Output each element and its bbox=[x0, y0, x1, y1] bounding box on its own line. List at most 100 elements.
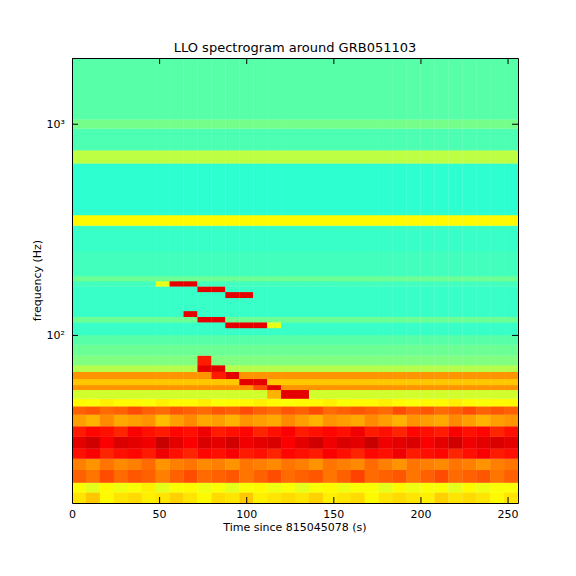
heatmap-cell bbox=[211, 128, 225, 150]
heatmap-cell bbox=[170, 470, 184, 483]
heatmap-cell bbox=[393, 281, 407, 287]
heatmap-cell bbox=[86, 492, 100, 503]
heatmap-cell bbox=[504, 292, 518, 298]
y-axis-title: frequency (Hz) bbox=[31, 240, 44, 321]
heatmap-cell bbox=[448, 458, 462, 470]
heatmap-cell bbox=[156, 150, 170, 163]
heatmap-cell bbox=[281, 470, 295, 483]
heatmap-cell bbox=[365, 225, 379, 251]
heatmap-cell bbox=[407, 119, 421, 128]
heatmap-cell bbox=[281, 345, 295, 356]
tick-mark bbox=[333, 58, 334, 64]
tick: 250 bbox=[498, 497, 519, 521]
heatmap-cell bbox=[225, 426, 239, 437]
heatmap-cell bbox=[504, 448, 518, 458]
heatmap-cell bbox=[407, 298, 421, 311]
heatmap-cell bbox=[448, 225, 462, 251]
heatmap-cell bbox=[72, 251, 86, 276]
heatmap-cell bbox=[393, 119, 407, 128]
heatmap-cell bbox=[197, 215, 211, 226]
heatmap-cell bbox=[100, 414, 114, 426]
heatmap-cell bbox=[156, 448, 170, 458]
heatmap-cell bbox=[142, 292, 156, 298]
heatmap-cell bbox=[337, 251, 351, 276]
heatmap-cell bbox=[351, 225, 365, 251]
heatmap-cell bbox=[114, 311, 128, 317]
heatmap-cell bbox=[309, 390, 323, 399]
heatmap-cell bbox=[337, 128, 351, 150]
heatmap-cell bbox=[490, 379, 504, 385]
heatmap-cell bbox=[323, 150, 337, 163]
heatmap-cell bbox=[462, 414, 476, 426]
heatmap-cell bbox=[448, 286, 462, 292]
heatmap-cell bbox=[490, 458, 504, 470]
heatmap-cell bbox=[490, 317, 504, 323]
heatmap-cell bbox=[295, 292, 309, 298]
heatmap-cell bbox=[170, 150, 184, 163]
heatmap-cell bbox=[379, 215, 393, 226]
heatmap-cell bbox=[365, 328, 379, 335]
heatmap-cell bbox=[267, 311, 281, 317]
heatmap-cell bbox=[239, 163, 253, 215]
heatmap-cell bbox=[365, 335, 379, 345]
heatmap-cell bbox=[365, 385, 379, 390]
heatmap-cell bbox=[253, 225, 267, 251]
heatmap-cell bbox=[434, 298, 448, 311]
heatmap-cell bbox=[448, 372, 462, 379]
heatmap-cell bbox=[379, 398, 393, 406]
heatmap-cell bbox=[197, 311, 211, 317]
heatmap-cell bbox=[365, 470, 379, 483]
heatmap-cell bbox=[434, 292, 448, 298]
heatmap-cell bbox=[351, 390, 365, 399]
heatmap-cell bbox=[448, 317, 462, 323]
heatmap-cell bbox=[239, 426, 253, 437]
heatmap-cell bbox=[490, 215, 504, 226]
heatmap-cell bbox=[462, 437, 476, 449]
heatmap-cell bbox=[323, 281, 337, 287]
heatmap-cell bbox=[504, 414, 518, 426]
heatmap-cell bbox=[476, 286, 490, 292]
heatmap-cell bbox=[170, 406, 184, 415]
heatmap-cell bbox=[281, 286, 295, 292]
heatmap-cell bbox=[448, 311, 462, 317]
heatmap-cell bbox=[393, 163, 407, 215]
heatmap-cell bbox=[100, 225, 114, 251]
heatmap-cell bbox=[337, 406, 351, 415]
heatmap-cell bbox=[351, 414, 365, 426]
heatmap-cell bbox=[379, 251, 393, 276]
heatmap-cell bbox=[407, 150, 421, 163]
heatmap-cell bbox=[434, 58, 448, 120]
heatmap-cell bbox=[407, 335, 421, 345]
heatmap-cell bbox=[211, 311, 225, 317]
heatmap-cell bbox=[462, 470, 476, 483]
heatmap-cell bbox=[351, 215, 365, 226]
heatmap-cell bbox=[253, 365, 267, 372]
heatmap-cell bbox=[197, 385, 211, 390]
heatmap-cell bbox=[323, 437, 337, 449]
heatmap-cell bbox=[211, 322, 225, 328]
heatmap-cell bbox=[225, 119, 239, 128]
heatmap-cell bbox=[253, 345, 267, 356]
heatmap-cell bbox=[267, 426, 281, 437]
heatmap-cell bbox=[504, 317, 518, 323]
heatmap-cell bbox=[170, 311, 184, 317]
heatmap-cell bbox=[156, 458, 170, 470]
heatmap-cell bbox=[156, 426, 170, 437]
heatmap-cell bbox=[476, 150, 490, 163]
heatmap-cell bbox=[393, 406, 407, 415]
heatmap-cell bbox=[72, 426, 86, 437]
heatmap-cell bbox=[309, 251, 323, 276]
heatmap-cell bbox=[170, 385, 184, 390]
heatmap-cell bbox=[434, 437, 448, 449]
heatmap-cell bbox=[267, 281, 281, 287]
heatmap-cell bbox=[434, 365, 448, 372]
heatmap-cell bbox=[86, 286, 100, 292]
heatmap-cell bbox=[114, 251, 128, 276]
heatmap-cell bbox=[156, 119, 170, 128]
heatmap-cell bbox=[184, 328, 198, 335]
heatmap-cell bbox=[72, 365, 86, 372]
heatmap-cell bbox=[197, 365, 211, 372]
heatmap-cell bbox=[462, 311, 476, 317]
heatmap-cell bbox=[86, 426, 100, 437]
heatmap-cell bbox=[420, 251, 434, 276]
